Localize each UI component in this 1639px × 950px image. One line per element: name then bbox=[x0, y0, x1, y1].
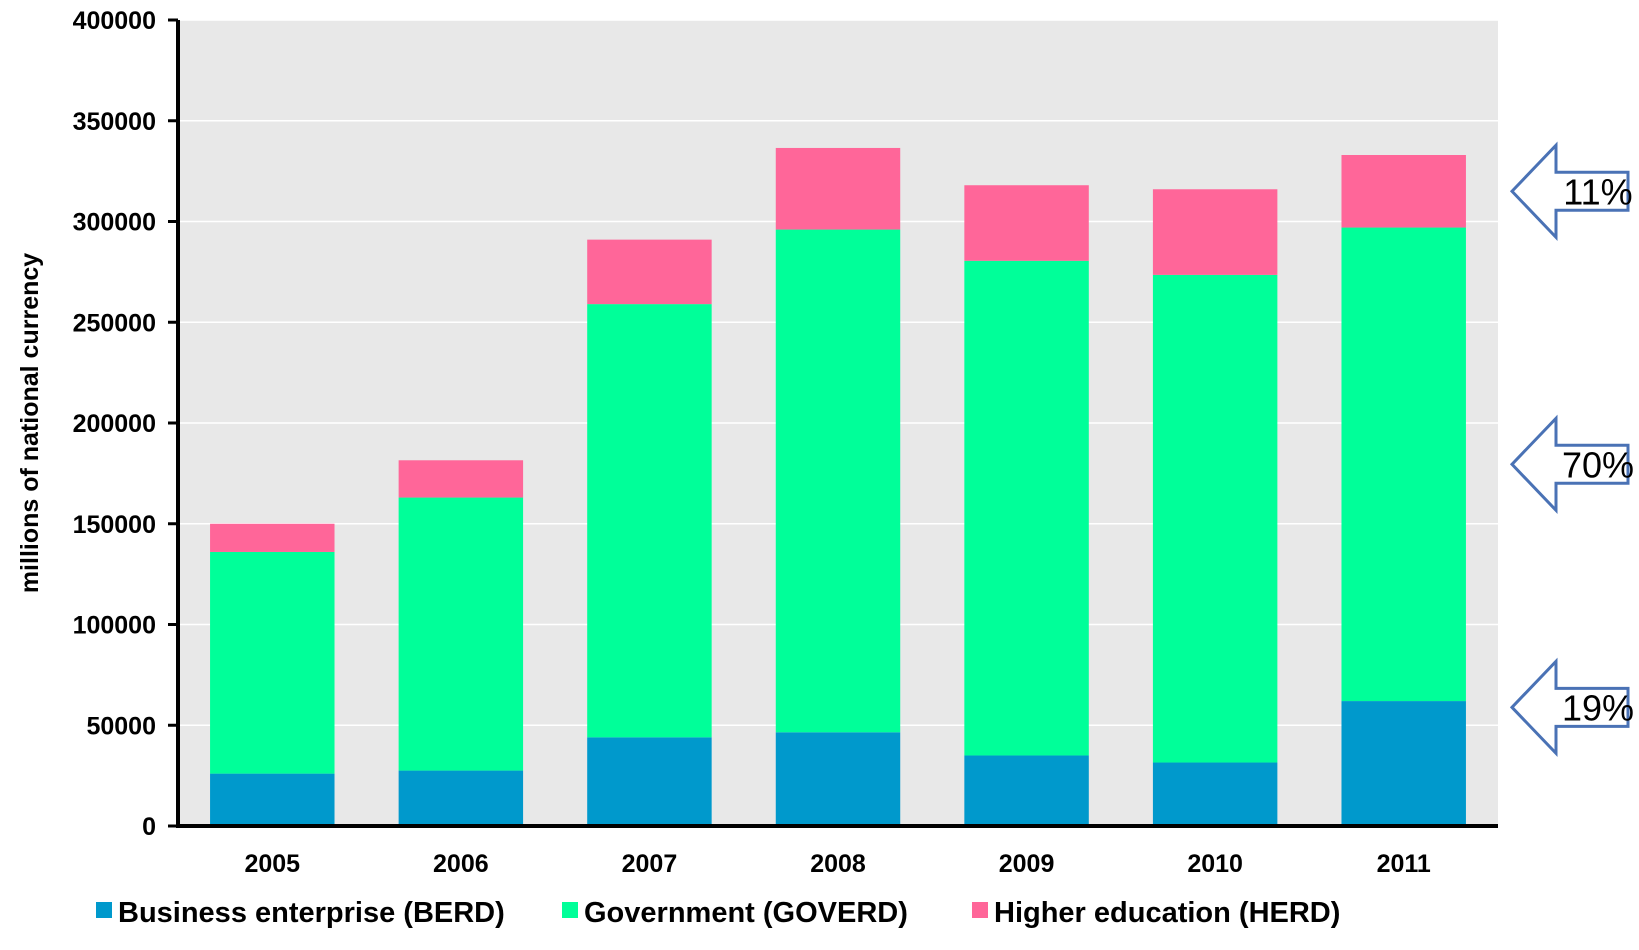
legend-swatch bbox=[972, 902, 988, 918]
y-tick-label: 350000 bbox=[73, 108, 156, 136]
callout-arrow bbox=[1509, 657, 1630, 758]
y-tick-label: 0 bbox=[142, 813, 156, 841]
bar-2005-series-1 bbox=[210, 551, 335, 774]
bar-2010-series-0 bbox=[1152, 762, 1278, 826]
y-tick-label: 250000 bbox=[73, 309, 156, 337]
callout-arrow bbox=[1509, 141, 1630, 242]
bar-2008-series-1 bbox=[775, 229, 901, 733]
bar-2005-series-2 bbox=[210, 523, 335, 552]
x-tick-label: 2007 bbox=[622, 850, 678, 878]
axes bbox=[168, 18, 1498, 828]
callouts: 11% 70% 19% bbox=[1509, 141, 1634, 758]
x-tick-label: 2011 bbox=[1377, 850, 1431, 878]
bar-2006-series-0 bbox=[398, 770, 524, 826]
bars bbox=[210, 147, 1466, 826]
bar-2007-series-2 bbox=[587, 239, 712, 305]
legend-label: Higher education (HERD) bbox=[994, 897, 1340, 929]
y-tick-label: 400000 bbox=[73, 7, 156, 35]
y-tick-label: 150000 bbox=[73, 511, 156, 539]
bar-2006-series-2 bbox=[398, 460, 524, 498]
y-tick-labels: 0 50000 100000 150000 200000 250000 300000 3500… bbox=[73, 7, 156, 841]
x-tick-label: 2009 bbox=[999, 850, 1055, 878]
bar-2011-series-2 bbox=[1341, 155, 1466, 228]
x-tick-label: 2008 bbox=[810, 850, 866, 878]
y-tick-label: 100000 bbox=[73, 612, 156, 640]
x-tick-label: 2006 bbox=[433, 850, 489, 878]
bar-2009-series-2 bbox=[964, 185, 1089, 261]
legend-swatch bbox=[562, 902, 578, 918]
legend: Business enterprise (BERD) Government (GO… bbox=[96, 897, 1340, 929]
bar-2009-series-1 bbox=[964, 260, 1089, 756]
callout-label: 70% bbox=[1562, 444, 1634, 485]
y-tick-label: 200000 bbox=[73, 410, 156, 438]
bar-2006-series-1 bbox=[398, 497, 524, 771]
y-axis-label: millions of national currency bbox=[16, 253, 44, 593]
legend-label: Government (GOVERD) bbox=[584, 897, 908, 929]
callout-label: 19% bbox=[1562, 687, 1634, 728]
x-tick-label: 2010 bbox=[1187, 850, 1243, 878]
bar-2008-series-2 bbox=[775, 147, 901, 230]
bar-2010-series-1 bbox=[1152, 274, 1278, 763]
bar-2005-series-0 bbox=[210, 773, 335, 826]
bar-2011-series-1 bbox=[1341, 227, 1466, 702]
legend-label: Business enterprise (BERD) bbox=[118, 897, 505, 929]
x-tick-labels: 2005 2006 2007 2008 2009 2010 2011 bbox=[244, 850, 1430, 878]
legend-swatch bbox=[96, 902, 112, 918]
callout-label: 11% bbox=[1563, 171, 1632, 212]
bar-2010-series-2 bbox=[1152, 189, 1278, 275]
bar-2007-series-1 bbox=[587, 304, 712, 738]
bar-2009-series-0 bbox=[964, 755, 1089, 826]
y-tick-label: 300000 bbox=[73, 209, 156, 237]
bar-2007-series-0 bbox=[587, 737, 712, 826]
x-tick-label: 2005 bbox=[244, 850, 300, 878]
callout-arrow bbox=[1509, 414, 1630, 515]
bar-2008-series-0 bbox=[775, 732, 901, 826]
bar-2011-series-0 bbox=[1341, 701, 1466, 826]
y-tick-label: 50000 bbox=[86, 712, 156, 740]
